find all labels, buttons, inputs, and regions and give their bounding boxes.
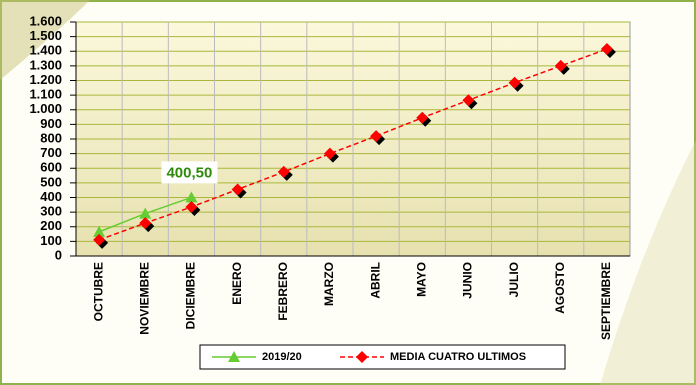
- y-tick-label: 300: [40, 204, 62, 219]
- legend-label: 2019/20: [262, 351, 302, 363]
- y-tick-label: 500: [40, 174, 62, 189]
- marker: [370, 130, 383, 143]
- y-tick-label: 900: [40, 116, 62, 131]
- marker: [554, 59, 567, 72]
- x-tick-label: MARZO: [322, 262, 336, 306]
- x-tick-label: ABRIL: [368, 262, 382, 299]
- y-tick-label: 1.600: [29, 13, 62, 28]
- y-tick-label: 100: [40, 233, 62, 248]
- marker: [185, 201, 198, 214]
- legend-label: MEDIA CUATRO ULTIMOS: [390, 351, 526, 363]
- data-label: 400,50: [166, 164, 212, 181]
- y-tick-label: 800: [40, 130, 62, 145]
- x-tick-label: AGOSTO: [553, 262, 567, 314]
- y-tick-label: 0: [55, 247, 62, 262]
- x-tick-label: OCTUBRE: [91, 262, 105, 321]
- y-tick-label: 1.200: [29, 72, 62, 87]
- y-tick-label: 700: [40, 145, 62, 160]
- marker: [323, 147, 336, 160]
- marker: [185, 191, 198, 203]
- x-tick-label: FEBRERO: [276, 262, 290, 321]
- x-tick-label: DICIEMBRE: [184, 262, 198, 329]
- marker: [277, 165, 290, 178]
- marker: [356, 351, 368, 363]
- x-tick-label: JULIO: [507, 262, 521, 297]
- decoration: [600, 140, 696, 385]
- y-tick-label: 1.100: [29, 87, 62, 102]
- x-tick-label: MAYO: [414, 262, 428, 297]
- y-tick-label: 400: [40, 189, 62, 204]
- marker: [416, 111, 429, 124]
- y-tick-label: 1.500: [29, 28, 62, 43]
- x-tick-label: NOVIEMBRE: [137, 262, 151, 335]
- marker: [93, 225, 106, 237]
- marker: [600, 43, 613, 56]
- marker: [462, 94, 475, 107]
- marker: [508, 76, 521, 89]
- x-tick-label: SEPTIEMBRE: [599, 262, 613, 340]
- y-tick-label: 1.000: [29, 101, 62, 116]
- series-line: [98, 48, 608, 241]
- decoration: [0, 0, 90, 80]
- y-tick-label: 200: [40, 218, 62, 233]
- x-tick-label: JUNIO: [461, 262, 475, 299]
- y-tick-label: 600: [40, 160, 62, 175]
- y-tick-label: 1.400: [29, 43, 62, 58]
- x-tick-label: ENERO: [230, 262, 244, 305]
- marker: [228, 351, 240, 362]
- data-label-box: [161, 161, 218, 184]
- marker: [139, 207, 152, 219]
- marker: [231, 183, 244, 196]
- y-tick-label: 1.300: [29, 57, 62, 72]
- marker: [139, 217, 152, 230]
- marker: [93, 233, 106, 246]
